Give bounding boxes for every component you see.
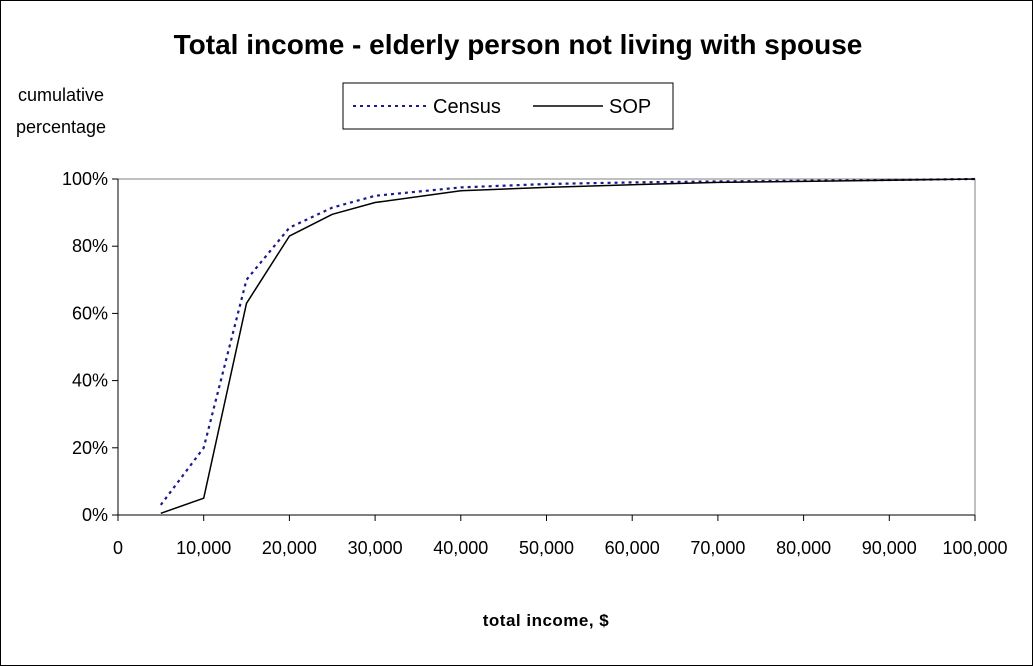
y-axis: 0% 20% 40% 60% 80% 100% [62,169,119,525]
x-tick-label: 50,000 [519,538,574,558]
x-tick-label: 0 [113,538,123,558]
x-tick-label: 80,000 [776,538,831,558]
y-tick-label: 80% [72,236,108,256]
legend-label-census: Census [433,96,501,118]
x-tick-label: 20,000 [262,538,317,558]
x-tick-label: 90,000 [862,538,917,558]
legend-label-sop: SOP [609,96,651,118]
series-layer [159,177,976,515]
series-line-census [159,177,976,506]
y-axis-label-line2: percentage [16,117,106,137]
y-tick-label: 0% [82,505,108,525]
y-tick-label: 60% [72,303,108,323]
series-line-sop [160,178,976,515]
x-tick-label: 40,000 [433,538,488,558]
x-tick-label: 60,000 [605,538,660,558]
legend: Census SOP [342,82,674,130]
chart-title: Total income - elderly person not living… [174,29,863,60]
y-tick-label: 20% [72,438,108,458]
x-tick-label: 10,000 [176,538,231,558]
x-tick-label: 100,000 [942,538,1007,558]
plot-area [117,178,976,516]
y-tick-label: 40% [72,371,108,391]
y-axis-label-line1: cumulative [18,85,104,105]
x-axis: 0 10,000 20,000 30,000 40,000 50,000 60,000 70,… [113,514,1008,558]
y-tick-label: 100% [62,169,108,189]
x-axis-label: total income, $ [483,611,610,630]
x-tick-label: 30,000 [348,538,403,558]
x-tick-label: 70,000 [690,538,745,558]
